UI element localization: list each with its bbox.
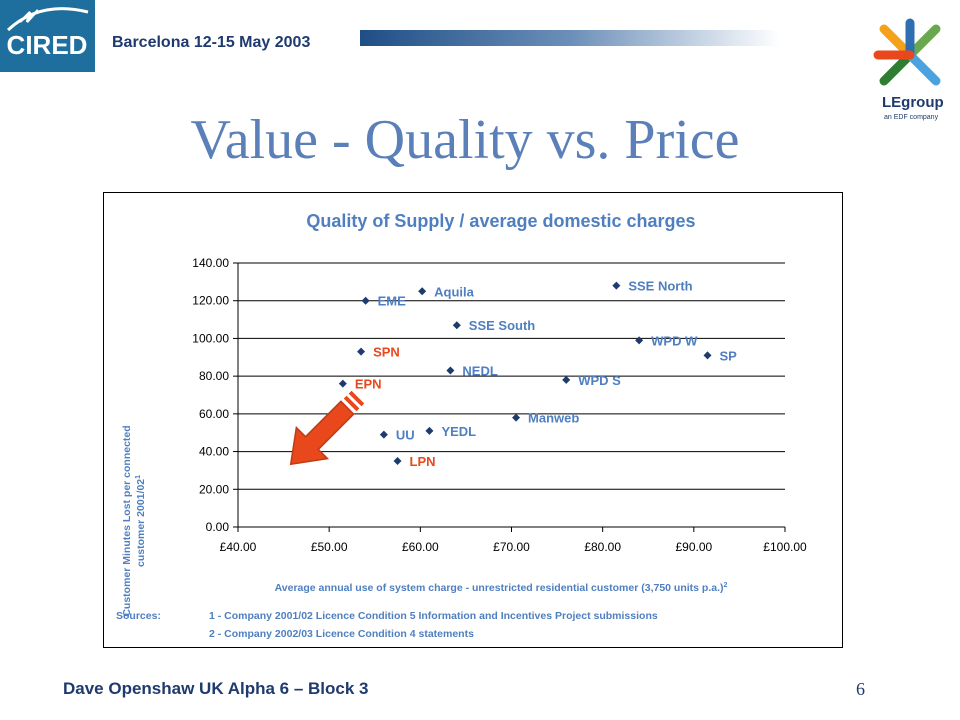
page-number: 6 xyxy=(856,679,865,699)
point-marker-yedl xyxy=(425,426,434,435)
point-label-wpd-w: WPD W xyxy=(651,333,698,348)
value-arrow-stripe-2 xyxy=(348,390,365,407)
value-arrow-body xyxy=(289,400,355,466)
le-logo-subtext: an EDF company xyxy=(884,114,939,121)
point-marker-manweb xyxy=(512,413,521,422)
point-marker-lpn xyxy=(393,457,402,465)
presenter-footer: Dave Openshaw UK Alpha 6 – Block 3 xyxy=(63,679,369,698)
points-layer: EME Aquila SSE North SSE South WPD W SP SPN NED… xyxy=(338,279,738,469)
point-label-wpd-s: WPD S xyxy=(578,373,621,388)
x-tick-label-4: £80.00 xyxy=(584,540,621,554)
point-label-eme: EME xyxy=(378,294,407,309)
y-tick-label-0: 0.00 xyxy=(206,520,230,534)
point-label-nedl: NEDL xyxy=(462,363,497,378)
chart-title: Quality of Supply / average domestic cha… xyxy=(306,211,695,231)
x-tick-label-0: £40.00 xyxy=(220,540,257,554)
x-tick-label-2: £60.00 xyxy=(402,540,439,554)
x-tick-label-5: £90.00 xyxy=(675,540,712,554)
value-arrow xyxy=(289,390,365,466)
point-marker-epn xyxy=(338,379,347,388)
point-marker-spn xyxy=(357,347,366,356)
slide-title: Value - Quality vs. Price xyxy=(190,109,740,171)
point-label-sse-north: SSE North xyxy=(628,279,692,294)
scatter-chart: Quality of Supply / average domestic cha… xyxy=(116,211,807,640)
point-label-sse-south: SSE South xyxy=(469,318,536,333)
source-note-2: 2 - Company 2002/03 Licence Condition 4 … xyxy=(209,628,474,640)
arrow-layer xyxy=(289,390,365,466)
y-tick-label-5: 100.00 xyxy=(192,331,229,345)
y-axis-label-line2: customer 2001/021 xyxy=(135,475,147,567)
point-label-aquila: Aquila xyxy=(434,284,474,299)
cired-logo-text: CIRED xyxy=(7,30,88,60)
point-marker-sse-south xyxy=(452,321,461,330)
y-tick-label-3: 60.00 xyxy=(199,407,229,421)
point-marker-sp xyxy=(703,351,712,360)
value-arrow-stripe-1 xyxy=(343,395,360,412)
point-marker-uu xyxy=(379,430,388,439)
point-label-sp: SP xyxy=(720,348,738,363)
header-gradient-bar xyxy=(360,30,780,46)
y-axis-label-line1: Customer Minutes Lost per connected xyxy=(121,425,133,616)
chart-container: Quality of Supply / average domestic cha… xyxy=(103,192,843,648)
sources-label: Sources: xyxy=(116,610,161,622)
conference-label: Barcelona 12-15 May 2003 xyxy=(112,34,311,51)
point-label-yedl: YEDL xyxy=(441,424,476,439)
y-tick-label-2: 40.00 xyxy=(199,445,229,459)
x-tick-label-3: £70.00 xyxy=(493,540,530,554)
y-tick-label-6: 120.00 xyxy=(192,294,229,308)
x-tick-label-1: £50.00 xyxy=(311,540,348,554)
point-marker-nedl xyxy=(446,366,455,375)
y-tick-label-7: 140.00 xyxy=(192,256,229,270)
grid-layer: 0.00 20.00 40.00 60.00 80.00 100.00 120.00 140.… xyxy=(192,256,807,554)
y-tick-label-1: 20.00 xyxy=(199,482,229,496)
point-label-lpn: LPN xyxy=(410,454,436,469)
point-marker-sse-north xyxy=(612,281,621,290)
le-logo-text: LEgroup xyxy=(882,94,944,111)
point-label-spn: SPN xyxy=(373,345,400,360)
point-marker-wpd-w xyxy=(635,336,644,345)
point-marker-aquila xyxy=(418,287,427,296)
point-marker-wpd-s xyxy=(562,375,571,384)
le-group-logo: LEgroup an EDF company xyxy=(870,15,950,125)
x-tick-label-6: £100.00 xyxy=(763,540,807,554)
x-axis-label: Average annual use of system charge - un… xyxy=(275,582,728,594)
point-label-epn: EPN xyxy=(355,377,382,392)
point-label-uu: UU xyxy=(396,428,415,443)
y-tick-label-4: 80.00 xyxy=(199,369,229,383)
point-marker-eme xyxy=(361,296,370,305)
cired-logo: CIRED xyxy=(0,0,95,72)
point-label-manweb: Manweb xyxy=(528,411,579,426)
source-note-1: 1 - Company 2001/02 Licence Condition 5 … xyxy=(209,610,658,622)
